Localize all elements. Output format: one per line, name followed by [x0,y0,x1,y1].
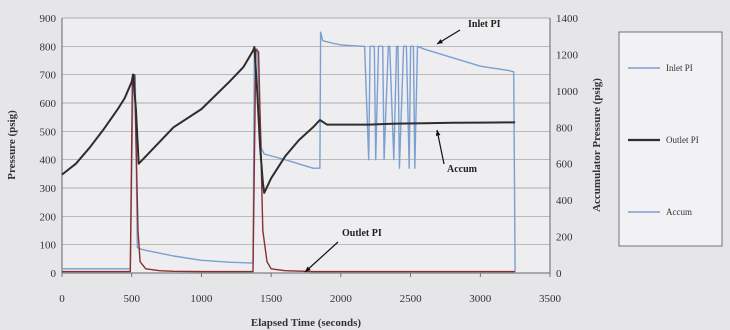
y-left-tick-label: 200 [40,211,57,223]
y-left-tick-label: 400 [40,155,57,167]
y-left-tick-label: 500 [40,126,57,138]
annotation-arrowhead [305,266,311,272]
annotation-arrow [436,129,445,165]
x-tick-label: 1500 [260,293,283,305]
annotation-arrowhead [437,39,443,44]
annotation-arrow [304,241,339,273]
x-tick-label: 1000 [190,293,213,305]
y-left-tick-label: 900 [40,13,57,25]
series-line-outlet-pi [62,48,516,273]
x-tick-label: 0 [59,293,65,305]
series-line-accum [61,46,516,194]
y-axis-left-label: Pressure (psig) [6,110,18,180]
series-layer [61,31,516,273]
x-tick-label: 3000 [469,293,492,305]
annotation-label: Accum [447,164,478,175]
y-left-tick-label: 0 [51,268,57,280]
annotation-label: Inlet PI [468,19,501,30]
legend: Inlet PI Outlet PI Accum [618,31,723,247]
series-line-inlet-pi [62,31,516,272]
annotation-label: Outlet PI [342,228,382,239]
annotation-arrowhead [435,130,441,136]
y-right-tick-label: 1000 [556,86,579,98]
y-right-tick-label: 600 [556,159,573,171]
y-left-tick-label: 600 [40,98,57,110]
y-left-tick-label: 300 [40,183,57,195]
x-axis-label: Elapsed Time (seconds) [251,317,362,329]
y-left-tick-label: 800 [40,41,57,53]
y-left-tick-label: 100 [40,240,57,252]
x-tick-label: 500 [123,293,140,305]
y-right-tick-label: 200 [556,232,573,244]
y-right-tick-label: 800 [556,122,573,134]
grid [62,17,550,274]
plot-area [62,18,550,273]
x-tick-label: 2500 [400,293,423,305]
legend-label: Accum [666,207,692,217]
x-tick-label: 3500 [539,293,562,305]
legend-label: Outlet PI [666,135,699,145]
y-axis-right-label: Accumulator Pressure (psig) [591,78,603,212]
y-right-tick-label: 400 [556,195,573,207]
annotations: Inlet PI Accum Outlet PI [304,19,501,273]
legend-label: Inlet PI [666,63,693,73]
y-right-tick-label: 0 [556,268,562,280]
y-right-tick-label: 1400 [556,13,579,25]
x-tick-label: 2000 [330,293,353,305]
axes: 0 100 200 300 400 500 600 700 800 900 0 200 400 600 80… [40,13,579,305]
y-left-tick-label: 700 [40,70,57,82]
y-right-tick-label: 1200 [556,49,579,61]
